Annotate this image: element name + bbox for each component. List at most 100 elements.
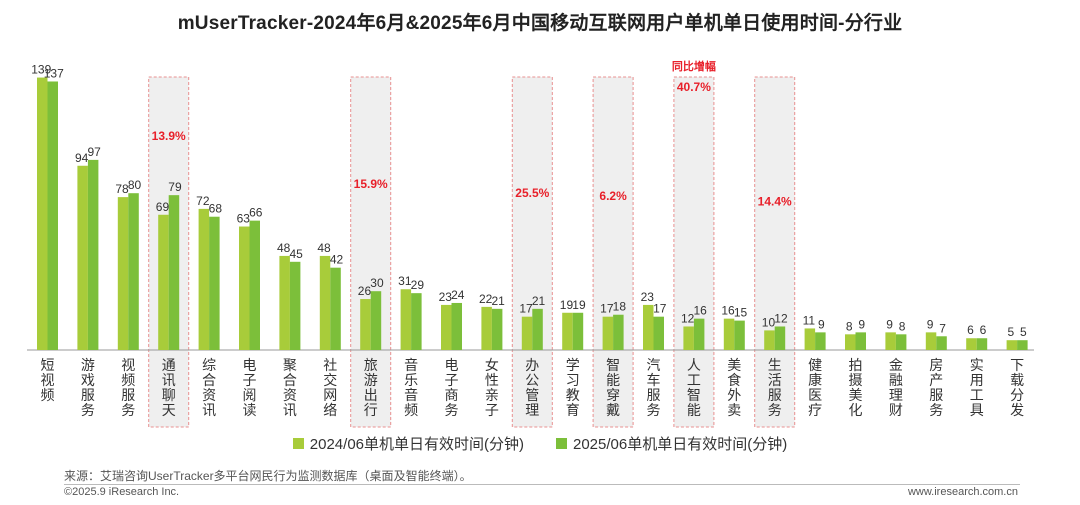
bar-2025 xyxy=(87,159,99,350)
data-label-2025: 79 xyxy=(168,180,182,194)
growth-label: 6.2% xyxy=(599,189,627,203)
data-label-2024: 72 xyxy=(196,194,210,208)
legend: 2024/06单机单日有效时间(分钟) 2025/06单机单日有效时间(分钟) xyxy=(0,433,1080,454)
bar-2024 xyxy=(521,316,533,350)
data-label-2024: 9 xyxy=(886,317,893,331)
bar-2025 xyxy=(491,308,503,350)
data-label-2024: 6 xyxy=(967,323,974,337)
category-label: 健康医疗 xyxy=(808,358,822,419)
bar-2025 xyxy=(855,332,866,350)
data-label-2024: 63 xyxy=(237,212,251,226)
category-label: 短视频 xyxy=(41,358,55,404)
category-label: 美食外卖 xyxy=(727,358,741,419)
bar-2024 xyxy=(845,334,856,350)
bar-2025 xyxy=(451,302,462,350)
growth-label: 25.5% xyxy=(515,186,549,200)
bar-2025 xyxy=(411,293,422,350)
data-label-2024: 139 xyxy=(31,63,51,77)
data-label-2024: 78 xyxy=(115,182,129,196)
data-label-2025: 6 xyxy=(980,323,987,337)
bar-2025 xyxy=(330,267,341,350)
bar-2024 xyxy=(481,306,492,350)
bar-2025 xyxy=(289,261,301,350)
bar-2024 xyxy=(360,299,371,350)
data-label-2024: 22 xyxy=(479,292,493,306)
bar-2024 xyxy=(683,326,694,350)
bar-2024 xyxy=(602,316,614,350)
data-label-2024: 94 xyxy=(75,151,89,165)
highlight-box xyxy=(592,76,634,428)
data-label-2025: 97 xyxy=(87,145,101,159)
category-label: 女性亲子 xyxy=(485,357,499,419)
data-label-2024: 11 xyxy=(803,313,816,327)
data-label-2024: 19 xyxy=(560,298,574,312)
data-label-2025: 29 xyxy=(411,278,425,292)
data-label-2025: 66 xyxy=(249,206,263,220)
data-label-2024: 48 xyxy=(277,241,291,255)
category-label: 游戏服务 xyxy=(81,358,95,419)
highlight-box xyxy=(673,76,715,428)
data-label-2025: 12 xyxy=(774,311,788,325)
highlight-box xyxy=(511,76,553,428)
category-label: 社交网络 xyxy=(323,358,337,419)
bar-2024 xyxy=(37,77,48,350)
data-label-2024: 23 xyxy=(439,290,453,304)
growth-label: 15.9% xyxy=(354,177,388,191)
bar-2025 xyxy=(976,338,988,350)
bar-2025 xyxy=(168,195,180,350)
data-label-2025: 16 xyxy=(693,304,707,318)
growth-label: 13.9% xyxy=(152,129,186,143)
bar-2024 xyxy=(562,312,573,350)
legend-item-2025: 2025/06单机单日有效时间(分钟) xyxy=(556,433,787,454)
data-label-2024: 31 xyxy=(398,274,412,288)
data-label-2025: 8 xyxy=(899,319,906,333)
data-label-2024: 5 xyxy=(1008,325,1015,339)
bar-2025 xyxy=(936,336,947,350)
bar-2025 xyxy=(734,320,745,350)
category-label: 拍摄美化 xyxy=(849,358,863,419)
data-label-2024: 26 xyxy=(358,284,372,298)
legend-swatch-2025 xyxy=(556,438,567,449)
data-label-2024: 12 xyxy=(681,311,695,325)
legend-label-2025: 2025/06单机单日有效时间(分钟) xyxy=(573,436,788,453)
data-label-2025: 80 xyxy=(128,178,142,192)
category-label: 实用工具 xyxy=(970,358,984,419)
growth-note: 同比增幅 xyxy=(672,59,716,73)
data-label-2024: 10 xyxy=(762,315,776,329)
data-label-2025: 21 xyxy=(491,294,505,308)
category-label: 房产服务 xyxy=(929,358,943,419)
data-label-2025: 21 xyxy=(532,294,546,308)
bar-2024 xyxy=(723,318,735,350)
copyright: ©2025.9 iResearch Inc. xyxy=(64,486,180,498)
category-label: 学习教育 xyxy=(566,358,580,419)
source-note: 来源：艾瑞咨询UserTracker多平台网民行为监测数据库（桌面及智能终端）。 xyxy=(64,469,472,483)
bar-2025 xyxy=(613,314,624,350)
bar-2025 xyxy=(209,216,220,350)
bar-2025 xyxy=(532,308,543,350)
bar-2025 xyxy=(370,291,382,350)
data-label-2024: 17 xyxy=(600,302,614,316)
data-label-2024: 8 xyxy=(846,319,853,333)
category-label: 生活服务 xyxy=(768,358,782,419)
category-label: 下载分发 xyxy=(1010,358,1024,419)
category-label: 电子阅读 xyxy=(243,358,257,419)
bar-2024 xyxy=(239,226,250,350)
bar-2024 xyxy=(925,332,937,350)
category-label: 聚合资讯 xyxy=(283,358,297,419)
bar-2024 xyxy=(643,304,654,350)
bar-2024 xyxy=(441,304,452,350)
growth-label: 40.7% xyxy=(677,80,711,94)
bar-2024 xyxy=(279,255,290,350)
legend-label-2024: 2024/06单机单日有效时间(分钟) xyxy=(309,436,524,453)
data-label-2024: 69 xyxy=(156,200,170,214)
category-label: 人工智能 xyxy=(687,358,701,419)
category-label: 汽车服务 xyxy=(647,358,661,419)
bar-2024 xyxy=(198,208,210,350)
bar-2025 xyxy=(1017,340,1028,350)
bar-2024 xyxy=(158,214,169,350)
bar-2025 xyxy=(653,316,664,350)
data-label-2025: 5 xyxy=(1020,325,1027,339)
data-label-2025: 30 xyxy=(370,276,384,290)
bar-2024 xyxy=(77,165,88,350)
